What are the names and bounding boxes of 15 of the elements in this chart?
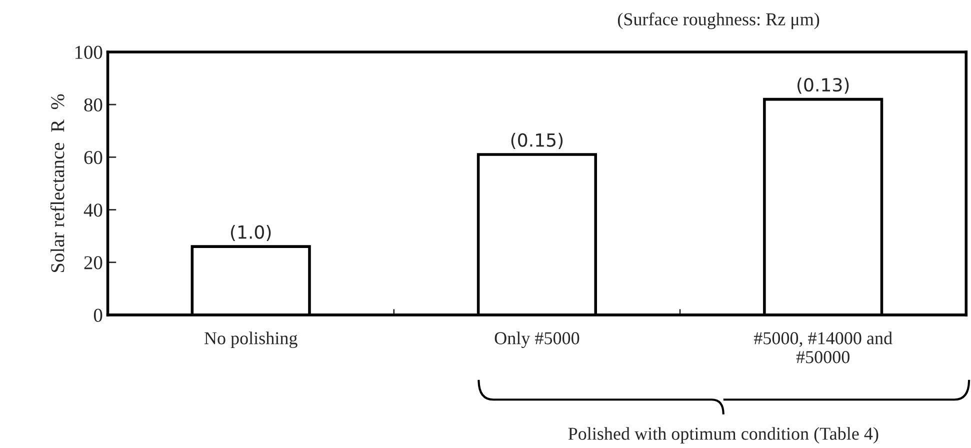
text: (Surface roughness: Rz μm) xyxy=(618,12,820,30)
y-tick-label: 60 xyxy=(84,150,102,164)
x-tick-label: No polishing xyxy=(204,332,298,348)
annotation: (0.15) xyxy=(511,132,563,149)
y-tick-label: 0 xyxy=(94,308,102,322)
text: Polished with optimum condition (Table 4) xyxy=(568,427,878,444)
y-tick-label: 40 xyxy=(84,204,102,217)
x-tick-label: #5000, #14000 and #50000 xyxy=(754,332,892,364)
annotation: (0.13) xyxy=(797,78,849,94)
x-tick-label: Only #5000 xyxy=(494,332,580,348)
y-tick-label: 80 xyxy=(84,98,102,112)
y-axis-title: Solar reflectance R % xyxy=(50,94,64,272)
y-tick-label: 20 xyxy=(84,256,102,270)
y-tick-label: 100 xyxy=(75,46,102,59)
annotation: (1.0) xyxy=(230,224,271,242)
